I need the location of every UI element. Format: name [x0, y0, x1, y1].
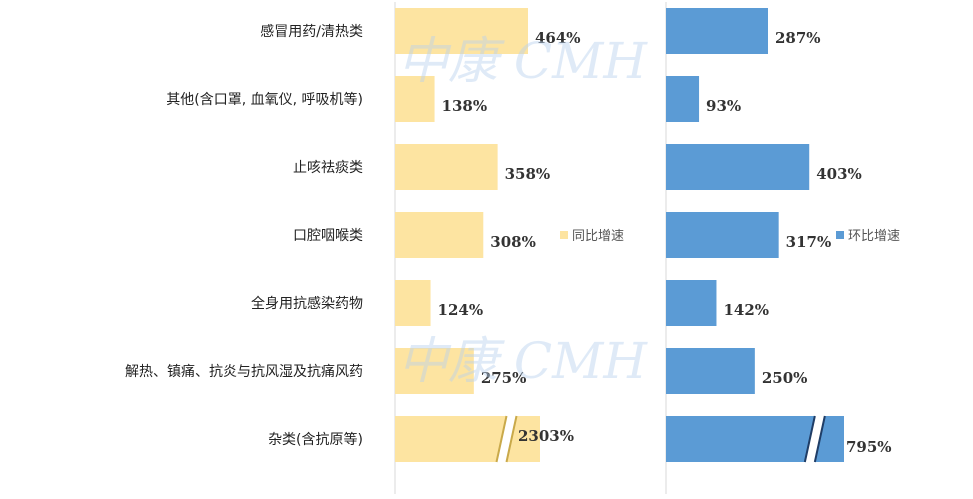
value-label: 250%: [762, 369, 808, 387]
category-label: 口腔咽喉类: [293, 228, 363, 244]
bar: [395, 144, 498, 190]
bar: [666, 348, 755, 394]
axis-break: [496, 415, 517, 463]
bar: [666, 280, 717, 326]
value-label: 317%: [786, 233, 832, 251]
category-label: 解热、镇痛、抗炎与抗风湿及抗痛风药: [125, 363, 363, 380]
legend-swatch: [836, 231, 844, 239]
axis-break: [804, 415, 825, 463]
bar: [666, 212, 779, 258]
value-label: 308%: [490, 233, 536, 251]
value-label: 358%: [505, 165, 551, 183]
bar: [395, 212, 484, 258]
legend: 同比增速 环比增速: [560, 229, 900, 244]
legend-swatch: [560, 231, 568, 239]
category-label: 其他(含口罩, 血氧仪, 呼吸机等): [166, 91, 363, 108]
bar: [666, 8, 768, 54]
value-label: 464%: [535, 29, 581, 47]
value-label: 403%: [816, 165, 862, 183]
axis-break-line: [505, 415, 518, 463]
axis-break-line: [803, 415, 816, 463]
value-label: 275%: [481, 369, 527, 387]
value-label: 142%: [723, 301, 769, 319]
legend-label: 同比增速: [572, 229, 624, 244]
bar: [395, 280, 431, 326]
category-label: 感冒用药/清热类: [260, 23, 363, 40]
value-label: 93%: [706, 97, 741, 115]
axis-break-line: [495, 415, 508, 463]
bar: [395, 348, 474, 394]
watermark: 中康 CMH 中康 CMH: [398, 32, 648, 390]
watermark-text: 中康 CMH: [398, 32, 648, 90]
legend-label: 环比增速: [848, 229, 900, 244]
axis-break-line: [813, 415, 826, 463]
bar: [666, 76, 700, 122]
bar: [395, 76, 435, 122]
bar: [395, 8, 528, 54]
value-label: 138%: [442, 97, 488, 115]
mom-panel: 287% 93% 403% 317% 142% 250% 795%: [665, 2, 892, 494]
value-label: 795%: [846, 438, 892, 456]
category-label: 全身用抗感染药物: [251, 295, 363, 312]
value-label: 287%: [775, 29, 821, 47]
value-label: 124%: [438, 301, 484, 319]
bar: [666, 144, 810, 190]
value-label: 2303%: [518, 427, 574, 445]
watermark-text: 中康 CMH: [398, 332, 648, 390]
yoy-panel: 464% 138% 358% 308% 124% 275% 2303%: [394, 2, 581, 494]
category-label: 止咳祛痰类: [293, 160, 363, 176]
category-label: 杂类(含抗原等): [268, 431, 363, 448]
